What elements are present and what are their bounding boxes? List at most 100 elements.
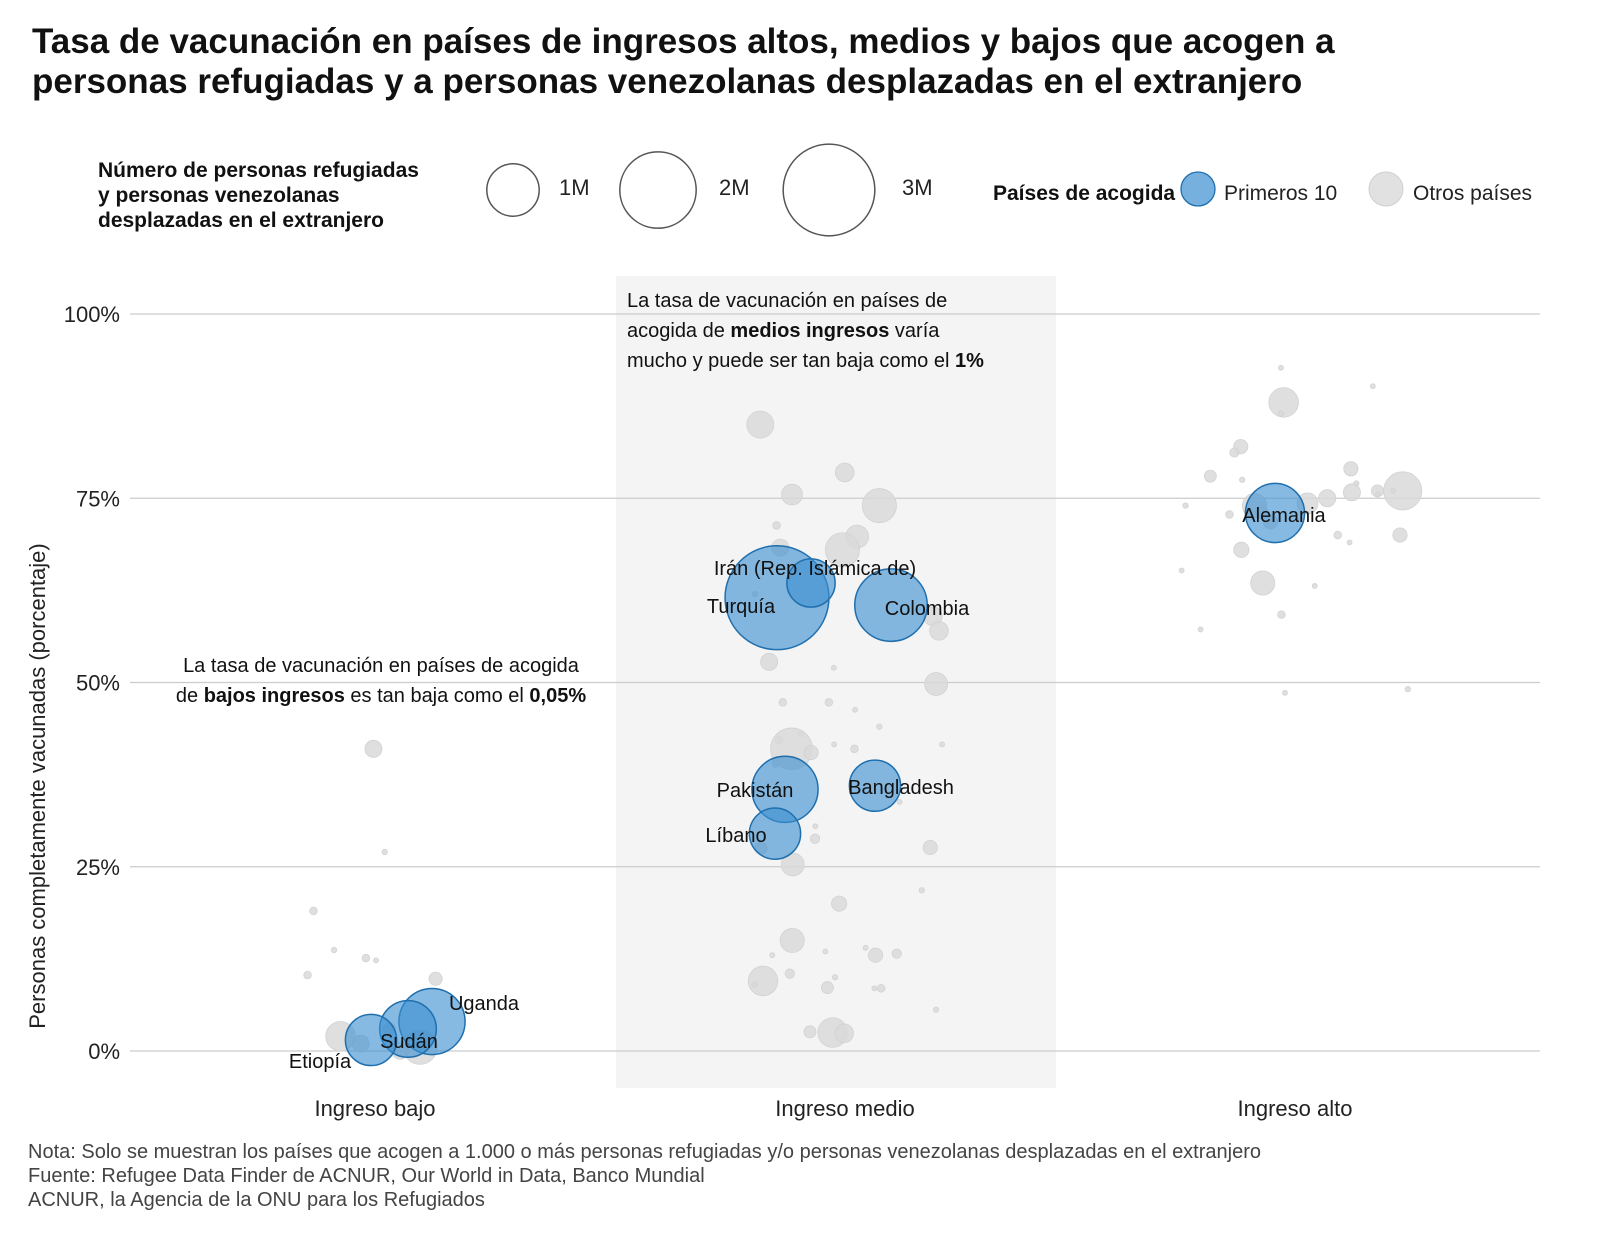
size-legend-title-line2: y personas venezolanas <box>98 184 340 207</box>
size-legend-label-3m: 3M <box>902 175 933 200</box>
other-country-bubble <box>918 887 925 894</box>
color-legend-swatch-top10 <box>1180 171 1216 207</box>
other-country-bubble <box>1268 387 1299 418</box>
footnote-source: Fuente: Refugee Data Finder de ACNUR, Ou… <box>28 1165 705 1187</box>
medium-annotation-line2: acogida de medios ingresos varía <box>627 316 984 346</box>
color-legend-swatch-others <box>1368 171 1404 207</box>
chart-title-line2: personas refugiadas y a personas venezol… <box>32 62 1303 101</box>
top10-bubble-bangladesh <box>848 759 902 813</box>
other-country-bubble <box>1318 489 1337 508</box>
other-country-bubble <box>831 741 838 748</box>
other-country-bubble <box>924 672 948 696</box>
top10-label-iran-rep-islamica-de: Irán (Rep. Islámica de) <box>714 558 916 580</box>
y-tick-label: 75% <box>76 486 120 511</box>
other-country-bubble <box>303 970 312 980</box>
footnote-note: Nota: Solo se muestran los países que ac… <box>28 1141 1261 1163</box>
other-country-bubble <box>751 981 758 988</box>
gridlines <box>130 313 1540 1052</box>
y-axis-label: Personas completamente vacunadas (porcen… <box>25 543 50 1029</box>
size-legend-title-line3: desplazadas en el extranjero <box>98 209 384 232</box>
other-country-bubble <box>822 948 829 955</box>
top10-label-colombia: Colombia <box>885 598 970 620</box>
other-country-bubble <box>1178 567 1185 574</box>
size-legend-title: Número de personas refugiadas y personas… <box>98 158 498 233</box>
medium-income-annotation: La tasa de vacunación en países de acogi… <box>627 286 984 376</box>
other-country-bubble <box>1311 583 1318 589</box>
other-country-bubble <box>1346 539 1353 546</box>
other-country-bubble <box>778 698 788 707</box>
color-legend-label-top10: Primeros 10 <box>1224 182 1338 205</box>
top10-bubble-libano <box>748 807 802 860</box>
other-country-bubble <box>831 974 839 981</box>
other-country-bubble <box>781 483 803 506</box>
medium-annotation-line3-pre: mucho y puede ser tan baja como el <box>627 350 955 372</box>
x-axis-ticks: Ingreso bajo Ingreso medio Ingreso alto <box>314 1096 1352 1121</box>
top10-label-sudan: Sudán <box>380 1031 438 1053</box>
top10-label-pakistan: Pakistán <box>717 780 794 802</box>
top10-label-etiopia: Etiopía <box>289 1051 352 1073</box>
other-country-bubble <box>939 741 946 748</box>
other-country-bubble <box>1233 541 1250 558</box>
x-tick-label: Ingreso bajo <box>314 1096 435 1121</box>
other-country-bubble <box>852 706 858 713</box>
other-country-bubble <box>769 952 776 959</box>
other-country-bubble <box>803 744 819 761</box>
other-country-bubble <box>1390 487 1397 494</box>
other-country-bubble <box>747 965 779 997</box>
footnote: Nota: Solo se muestran los países que ac… <box>28 1140 1261 1212</box>
other-country-bubble <box>871 985 878 992</box>
other-country-bubble <box>760 652 779 671</box>
other-country-bubble <box>862 944 869 951</box>
medium-annotation-line3-bold: 1% <box>954 350 984 372</box>
other-country-bubble <box>1383 471 1423 511</box>
y-tick-label: 0% <box>88 1039 120 1064</box>
low-annotation-line2-pre: de <box>175 685 204 707</box>
color-legend-title: Países de acogida <box>993 182 1176 205</box>
top10-label-libano: Líbano <box>705 825 766 847</box>
other-country-bubble <box>824 532 860 568</box>
other-country-bubble <box>834 462 855 483</box>
chart-title-line1: Tasa de vacunación en países de ingresos… <box>32 22 1335 61</box>
other-country-bubble <box>1197 626 1204 633</box>
other-country-bubble <box>779 927 805 953</box>
y-axis-ticks: 0% 25% 50% 75% 100% <box>64 302 120 1064</box>
other-country-bubble <box>1282 689 1288 696</box>
size-legend-circle-3m <box>782 143 876 237</box>
other-country-bubble <box>1374 491 1381 498</box>
other-country-bubble <box>1342 483 1361 502</box>
other-country-bubble <box>1343 461 1359 477</box>
top10-label-turquia: Turquía <box>707 596 776 618</box>
medium-annotation-line1: La tasa de vacunación en países de <box>627 290 948 312</box>
other-country-bubble <box>330 946 338 954</box>
top10-bubbles <box>344 482 1306 1067</box>
size-legend-circle-2m <box>619 151 697 229</box>
other-country-bubble <box>1392 527 1408 543</box>
size-legend-label-2m: 2M <box>719 175 750 200</box>
other-country-bubble <box>922 840 938 856</box>
x-tick-label: Ingreso medio <box>775 1096 914 1121</box>
color-legend-label-others: Otros países <box>1413 182 1533 205</box>
other-country-bubble <box>1229 447 1240 458</box>
low-annotation-line2-bold: bajos ingresos <box>203 685 345 707</box>
other-country-bubble <box>834 1023 854 1044</box>
y-tick-label: 25% <box>76 855 120 880</box>
other-country-bubble <box>850 744 859 754</box>
other-country-bubble <box>1278 364 1284 371</box>
other-country-bubble <box>381 848 388 856</box>
other-country-bubble <box>364 739 383 758</box>
low-income-annotation: La tasa de vacunación en países de acogi… <box>130 651 632 711</box>
top10-bubble-etiopia <box>344 1013 398 1067</box>
other-country-bubble <box>803 1025 817 1039</box>
medium-annotation-line2-post: varía <box>889 320 940 342</box>
size-legend-title-line1: Número de personas refugiadas <box>98 159 419 182</box>
other-country-bubble <box>784 968 795 979</box>
other-country-bubble <box>1250 570 1276 596</box>
top10-bubble-alemania <box>1244 482 1306 544</box>
other-country-bubble <box>824 698 834 707</box>
other-country-bubble <box>876 723 883 730</box>
other-country-bubble <box>772 521 781 530</box>
top10-bubble-iran-rep-islamica-de <box>786 558 836 608</box>
x-tick-label: Ingreso alto <box>1238 1096 1353 1121</box>
other-country-bubble <box>1182 502 1189 509</box>
legend-symbols <box>486 143 1404 237</box>
